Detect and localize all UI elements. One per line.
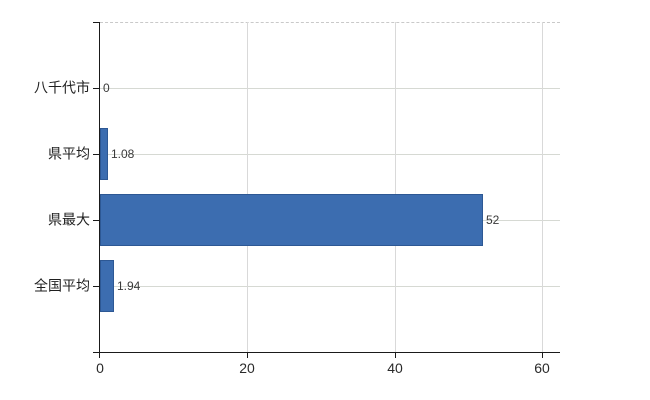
category-label: 全国平均 bbox=[34, 277, 90, 294]
y-axis-line bbox=[99, 22, 100, 353]
h-gridline bbox=[100, 88, 560, 89]
plot-top-dashed-border bbox=[100, 22, 560, 23]
x-tick-label: 40 bbox=[387, 360, 403, 376]
x-tick bbox=[99, 353, 100, 358]
x-tick bbox=[542, 353, 543, 358]
bar bbox=[100, 260, 114, 312]
x-tick-label: 60 bbox=[534, 360, 550, 376]
bar bbox=[100, 128, 108, 180]
v-gridline bbox=[542, 22, 543, 352]
h-gridline bbox=[100, 286, 560, 287]
v-gridline bbox=[247, 22, 248, 352]
category-label: 八千代市 bbox=[34, 79, 90, 96]
plot-area: 0 1.08 52 1.94 八千代市県平均県最大全国平均 0 20 40 60 bbox=[34, 22, 560, 375]
category-label: 県平均 bbox=[48, 145, 90, 162]
x-tick bbox=[247, 353, 248, 358]
x-tick-label: 20 bbox=[239, 360, 255, 376]
v-gridline bbox=[395, 22, 396, 352]
x-axis-line bbox=[93, 352, 560, 353]
bar-value-label: 1.94 bbox=[117, 279, 141, 293]
y-tick bbox=[93, 220, 99, 221]
bar-value-label: 0 bbox=[103, 81, 110, 95]
bar bbox=[100, 194, 483, 246]
bar-value-label: 52 bbox=[486, 213, 500, 227]
y-tick bbox=[93, 88, 99, 89]
bar-value-label: 1.08 bbox=[111, 147, 135, 161]
x-tick-label: 0 bbox=[96, 360, 104, 376]
y-tick bbox=[93, 154, 99, 155]
y-tick bbox=[93, 286, 99, 287]
h-gridline bbox=[100, 154, 560, 155]
x-tick bbox=[395, 353, 396, 358]
y-axis-top-tick bbox=[93, 22, 99, 23]
category-label: 県最大 bbox=[48, 211, 90, 228]
